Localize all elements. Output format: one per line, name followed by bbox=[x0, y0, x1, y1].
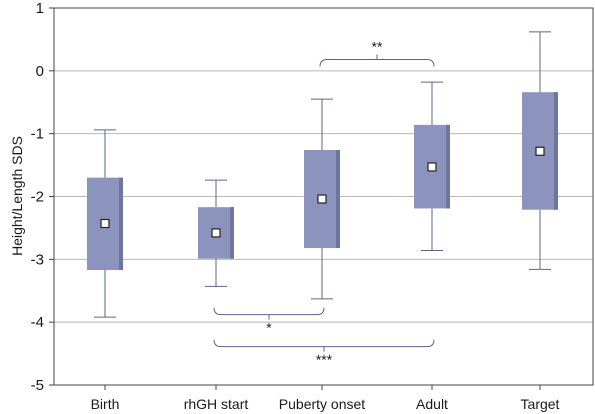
box-rhgh-start bbox=[198, 179, 234, 287]
iqr-box-shade bbox=[336, 150, 340, 249]
y-tick-label: -1 bbox=[31, 126, 44, 143]
significance-bracket: ** bbox=[319, 39, 435, 67]
bracket-line bbox=[319, 59, 435, 67]
box-target bbox=[522, 31, 558, 270]
significance-annotations: ****** bbox=[213, 39, 435, 368]
significance-label: * bbox=[266, 320, 272, 336]
x-tick-label: Puberty onset bbox=[279, 396, 365, 412]
x-tick-label: Birth bbox=[91, 396, 120, 412]
y-axis-label: Height/Length SDS bbox=[9, 136, 25, 256]
iqr-box-shade bbox=[230, 207, 234, 259]
box-birth bbox=[87, 129, 123, 318]
significance-label: *** bbox=[316, 352, 333, 368]
iqr-box-shade bbox=[119, 177, 123, 271]
x-tick-label: rhGH start bbox=[184, 396, 249, 412]
median-marker bbox=[317, 194, 327, 204]
box-adult bbox=[414, 81, 450, 252]
median-marker bbox=[535, 146, 545, 156]
significance-bracket: * bbox=[213, 307, 325, 336]
x-tick-labels: Birth rhGH start Puberty onset Adult Target bbox=[91, 385, 560, 412]
iqr-box-shade bbox=[554, 92, 558, 210]
significance-label: ** bbox=[372, 39, 383, 55]
y-tick-label: -4 bbox=[31, 314, 44, 331]
y-tick-labels: 1 0 -1 -2 -3 -4 -5 bbox=[31, 0, 54, 394]
median-marker bbox=[211, 228, 221, 238]
y-tick-label: 0 bbox=[36, 63, 44, 80]
median-marker bbox=[427, 162, 437, 172]
y-tick-label: -3 bbox=[31, 251, 44, 268]
y-tick-label: -2 bbox=[31, 189, 44, 206]
y-tick-label: 1 bbox=[36, 0, 44, 17]
iqr-box-shade bbox=[446, 124, 450, 209]
significance-bracket: *** bbox=[213, 339, 435, 368]
x-tick-label: Target bbox=[521, 396, 560, 412]
bracket-line bbox=[213, 339, 435, 348]
bracket-line bbox=[213, 307, 325, 316]
x-tick-label: Adult bbox=[416, 396, 448, 412]
box-series bbox=[87, 31, 558, 318]
box-puberty-onset bbox=[304, 98, 340, 300]
median-marker bbox=[100, 218, 110, 229]
y-tick-label: -5 bbox=[31, 377, 44, 394]
